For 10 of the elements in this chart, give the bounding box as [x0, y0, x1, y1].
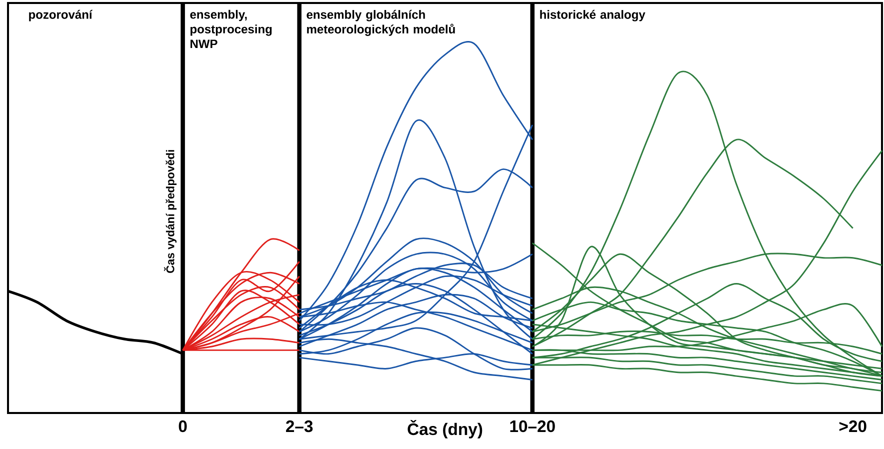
ref-line-label: Čas vydání předpovědi [164, 150, 177, 273]
x-tick-label: >20 [839, 420, 866, 432]
x-axis-title: Čas (dny) [408, 420, 482, 438]
x-tick-label: 2–3 [286, 420, 313, 432]
text: historické analogy [540, 10, 646, 22]
text: ensembly globálních meteorologických modelů [306, 10, 455, 36]
x-tick-label: 0 [178, 420, 187, 432]
text: pozorování [29, 10, 93, 22]
annotation: ensembly, postprocesing NWP [190, 10, 272, 48]
x-tick-label: 10–20 [510, 420, 555, 432]
